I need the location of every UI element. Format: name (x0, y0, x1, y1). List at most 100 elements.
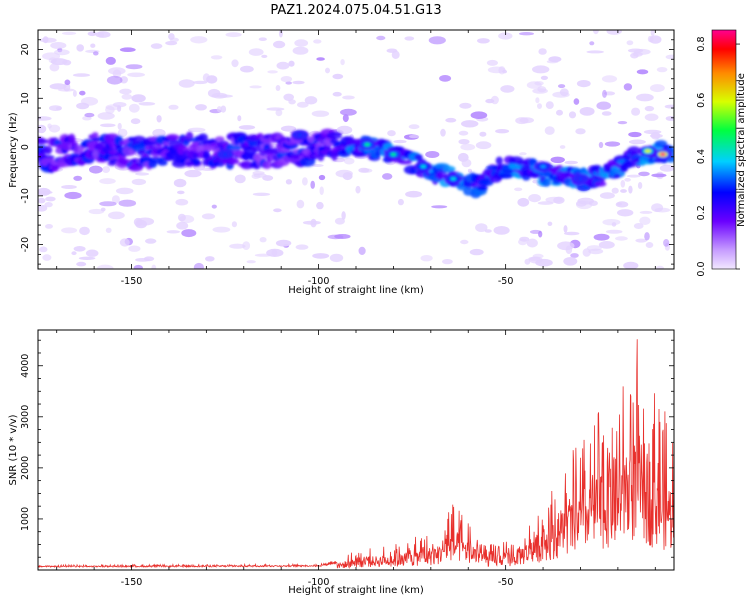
noise-blob (592, 30, 599, 35)
ridge-blob (192, 158, 201, 166)
noise-blob (340, 59, 345, 66)
noise-blob (262, 175, 274, 181)
noise-blob (617, 209, 634, 217)
noise-blob (151, 264, 157, 269)
noise-blob (216, 106, 222, 113)
noise-blob (461, 120, 479, 128)
noise-blob (325, 67, 330, 74)
noise-blob (311, 110, 330, 117)
noise-blob (178, 79, 195, 88)
noise-blob (586, 245, 602, 251)
noise-blob (119, 238, 130, 247)
noise-blob (644, 232, 650, 241)
noise-blob (48, 124, 61, 133)
noise-blob (645, 242, 654, 248)
noise-blob (50, 42, 67, 49)
noise-blob (650, 84, 665, 93)
ridge-blob (166, 134, 180, 141)
noise-blob (598, 141, 604, 149)
noise-blob (537, 86, 547, 93)
noise-blob (486, 59, 498, 66)
ridge-blob (227, 158, 240, 165)
noise-blob (665, 116, 674, 121)
noise-blob (528, 256, 541, 261)
noise-blob (131, 94, 146, 103)
noise-blob (237, 115, 242, 122)
noise-blob (576, 80, 591, 88)
noise-blob (495, 129, 510, 134)
ridge-hotspot (577, 177, 584, 181)
noise-blob (304, 96, 318, 105)
noise-blob (535, 258, 553, 267)
noise-blob (596, 101, 611, 110)
noise-blob (361, 168, 373, 173)
noise-blob (518, 238, 528, 246)
noise-blob (117, 128, 128, 138)
y-tick-label: 10 (20, 92, 31, 104)
noise-blob (526, 238, 538, 248)
noise-blob (537, 103, 542, 109)
ridge-blob (478, 178, 494, 187)
noise-blob (334, 217, 345, 225)
noise-blob (617, 121, 628, 125)
noise-blob (273, 40, 286, 49)
noise-blob (166, 230, 180, 234)
noise-blob (49, 63, 60, 72)
noise-blob (175, 198, 189, 206)
noise-blob (635, 238, 647, 243)
noise-blob (605, 229, 623, 234)
noise-blob (428, 36, 446, 45)
ridge-blob (198, 133, 208, 142)
noise-blob (329, 253, 344, 263)
noise-blob (119, 47, 136, 52)
noise-blob (526, 81, 542, 89)
noise-blob (212, 226, 231, 233)
noise-blob (133, 264, 143, 269)
snr-y-axis-label: SNR (10 * v/v) (8, 414, 19, 485)
noise-blob (111, 195, 120, 204)
noise-blob (248, 48, 264, 56)
noise-blob (187, 127, 206, 133)
noise-blob (636, 93, 654, 102)
noise-blob (575, 128, 586, 135)
colorbar-tick-label: 0.6 (696, 93, 707, 108)
snr-panel: -150 -100 -50 1000 2000 3000 4000 Height of s… (8, 329, 675, 596)
noise-blob (564, 160, 578, 165)
noise-blob (431, 205, 448, 209)
noise-blob (532, 179, 539, 184)
noise-blob (545, 101, 554, 109)
noise-blob (238, 125, 256, 130)
ridge-hotspot (222, 152, 229, 157)
noise-blob (545, 196, 563, 203)
noise-blob (61, 185, 77, 189)
noise-blob (633, 223, 644, 229)
noise-blob (168, 104, 179, 110)
noise-blob (302, 177, 308, 186)
colorbar-tick-label: 0.0 (696, 261, 707, 276)
noise-blob (72, 90, 77, 97)
noise-blob (458, 130, 469, 136)
ridge-blob (307, 135, 314, 143)
noise-blob (651, 173, 667, 178)
noise-blob (71, 251, 77, 256)
noise-blob (45, 224, 53, 229)
noise-blob (355, 185, 361, 194)
ridge-blob (613, 174, 621, 179)
noise-blob (119, 88, 132, 95)
noise-blob (515, 117, 529, 125)
spectrogram-panel: -150 -100 -50 20 10 0 -10 -20 Height of straig… (8, 29, 675, 296)
noise-blob (548, 56, 562, 63)
y-tick-label: 0 (20, 144, 31, 150)
noise-blob (470, 111, 488, 119)
colorbar-tick-label: 0.4 (696, 149, 707, 164)
noise-blob (280, 125, 297, 132)
noise-blob (601, 75, 618, 83)
noise-blob (439, 75, 452, 82)
spectrogram-y-axis-label: Frequency (Hz) (8, 112, 19, 188)
noise-blob (80, 96, 99, 106)
noise-blob (440, 128, 446, 137)
ridge-blob (225, 143, 241, 153)
noise-blob (73, 175, 83, 181)
